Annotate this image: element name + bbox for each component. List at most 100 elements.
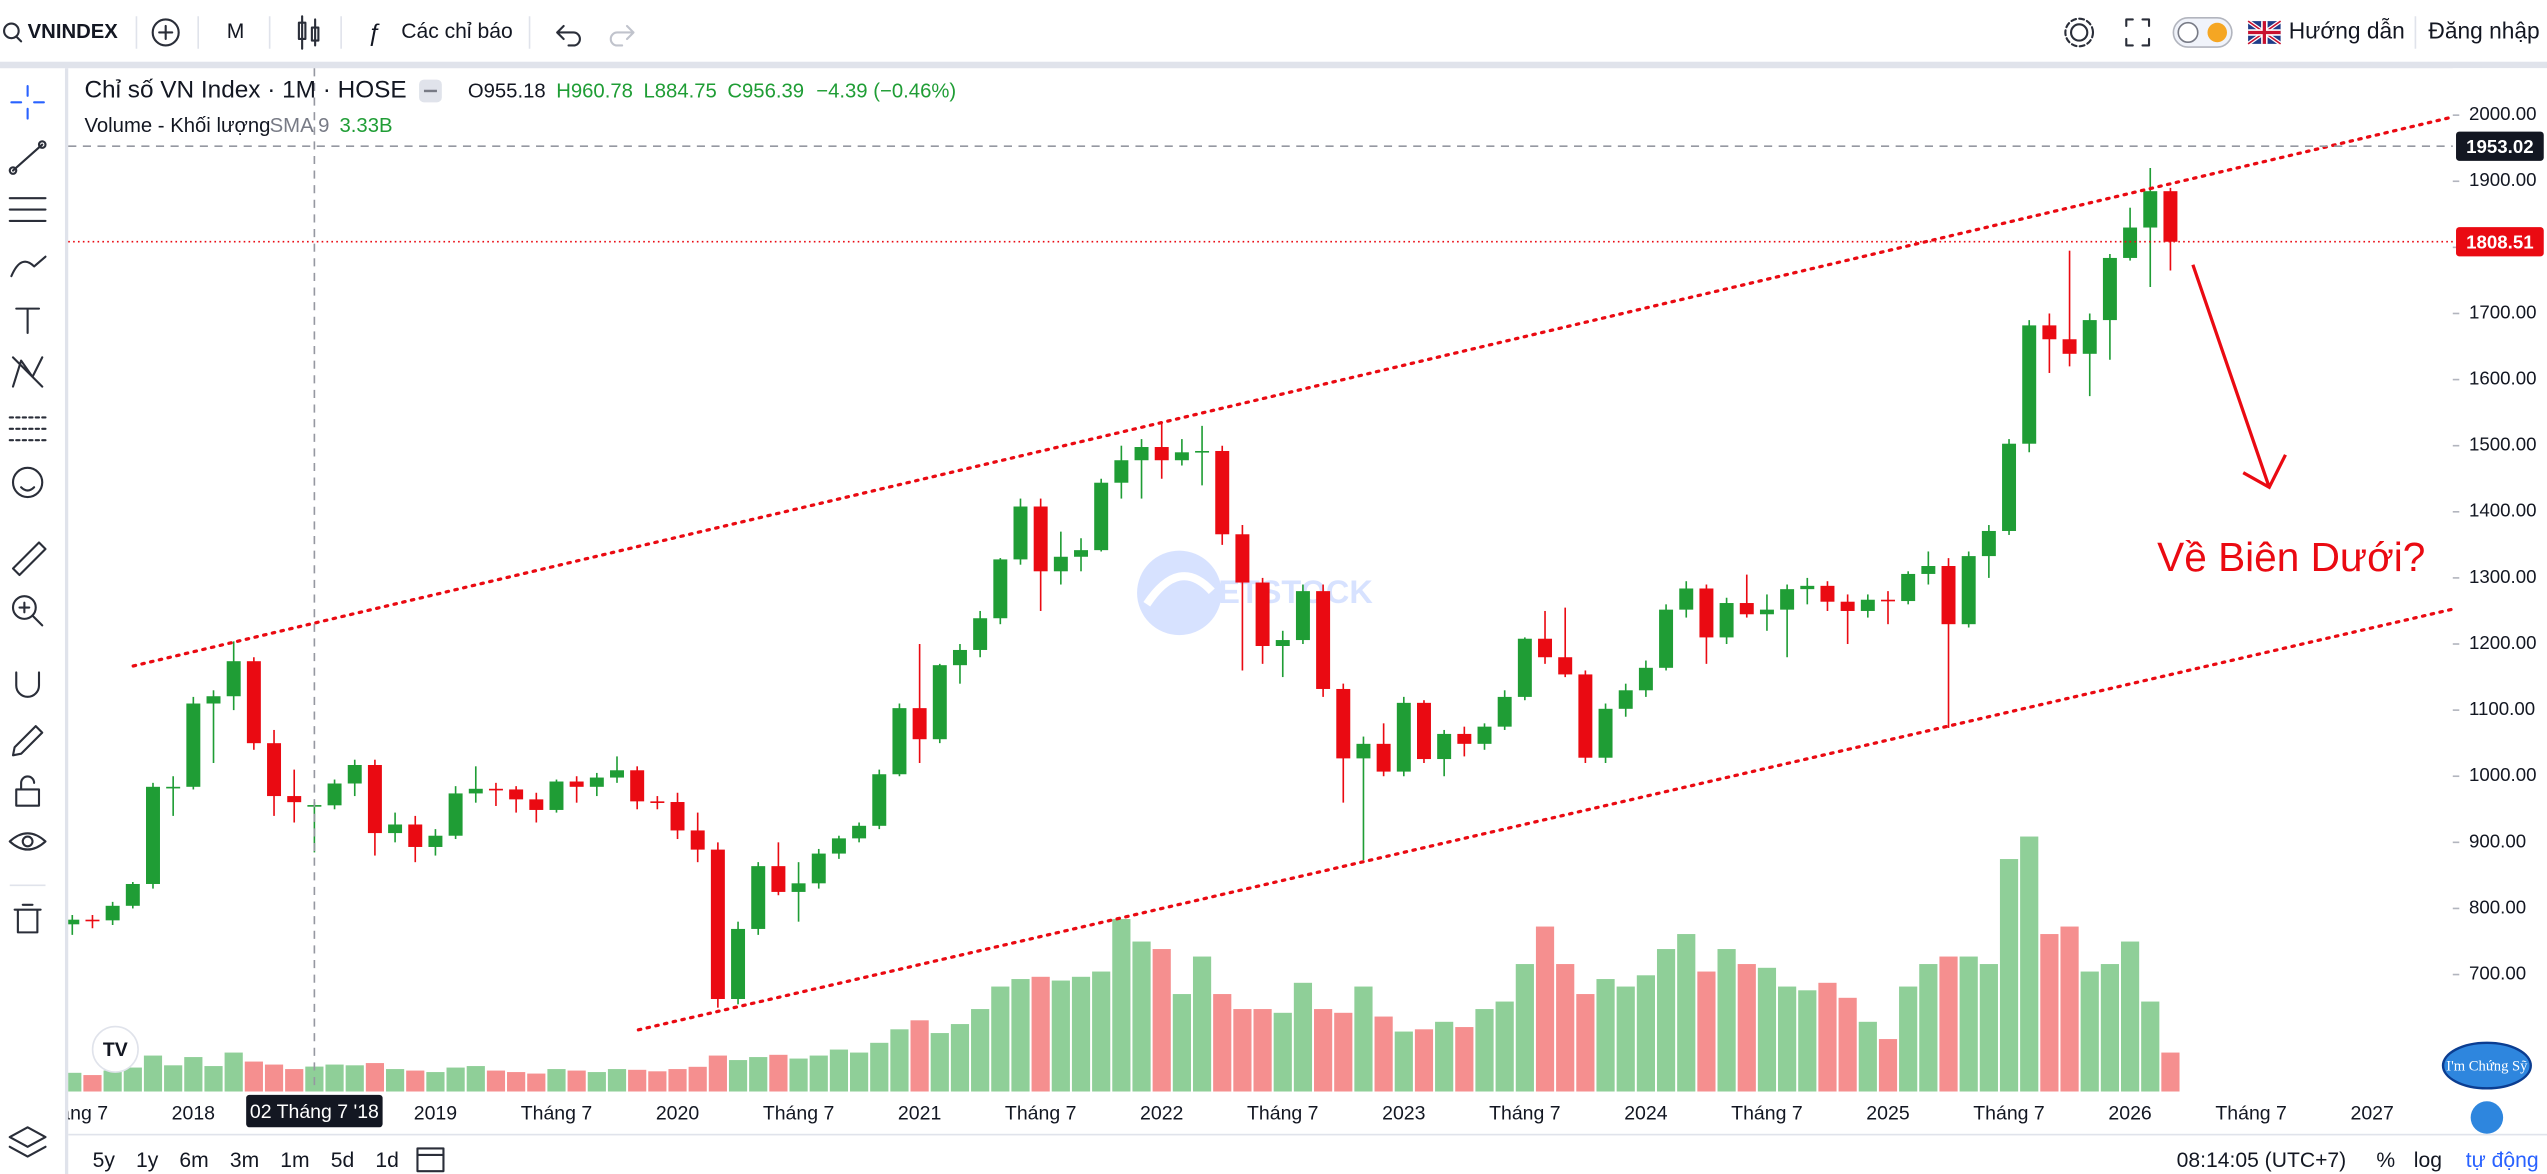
- ruler-tool[interactable]: [11, 541, 47, 577]
- legend-low: L884.75: [643, 81, 716, 103]
- candle-body: [1376, 743, 1391, 772]
- candle-body: [932, 665, 947, 740]
- x-axis: Tháng 7 2018 Tháng 7 2019 Tháng 7 2020 Tháng 7…: [68, 1102, 2394, 1124]
- x-tick-label: 2022: [1140, 1102, 1183, 1124]
- add-symbol[interactable]: [151, 18, 180, 47]
- emoji-tool[interactable]: [11, 466, 44, 499]
- volume-bar: [910, 1020, 929, 1092]
- hide-tool[interactable]: [8, 832, 47, 851]
- range-button[interactable]: 5d: [331, 1149, 354, 1172]
- indicators[interactable]: Các chỉ báo: [401, 20, 512, 43]
- volume-legend-name: Volume - Khối lượng: [84, 115, 270, 137]
- volume-bar: [143, 1055, 163, 1092]
- range-button[interactable]: 5y: [93, 1149, 116, 1172]
- volume-bar: [1697, 971, 1716, 1092]
- range-button[interactable]: 1y: [136, 1149, 159, 1172]
- candle-body: [1457, 733, 1472, 744]
- volume-bar: [1213, 994, 1232, 1092]
- x-tick-label: Tháng 7: [2215, 1102, 2287, 1124]
- y-tick-label: 800.00: [2469, 896, 2526, 917]
- delete-tool[interactable]: [13, 903, 42, 934]
- candle-body: [488, 788, 503, 791]
- volume-bar: [971, 1009, 990, 1092]
- range-button[interactable]: 3m: [230, 1149, 259, 1172]
- volume-bar: [385, 1069, 405, 1092]
- candle-body: [1396, 702, 1411, 772]
- volume-bar: [68, 1072, 82, 1092]
- x-tick-label: Tháng 7: [763, 1102, 834, 1124]
- symbol[interactable]: VNINDEX: [28, 21, 119, 43]
- volume-bar: [769, 1054, 788, 1092]
- volume-bar: [890, 1029, 909, 1092]
- volume-bar: [708, 1055, 727, 1092]
- volume-bar: [1636, 975, 1655, 1092]
- volume-bar: [749, 1057, 768, 1092]
- candle-body: [1759, 609, 1774, 615]
- candle-body: [1275, 640, 1290, 647]
- candle-body: [1416, 702, 1431, 760]
- candle-body: [186, 703, 201, 787]
- fx-icon[interactable]: ƒ: [367, 20, 381, 47]
- prediction-tool[interactable]: [8, 416, 47, 442]
- volume-bar: [1596, 979, 1615, 1092]
- fullscreen[interactable]: [2125, 18, 2151, 47]
- pattern-tool[interactable]: [11, 356, 44, 388]
- guide[interactable]: Hướng dẫn: [2289, 17, 2405, 43]
- volume-bar: [2120, 941, 2140, 1092]
- candle-body: [1195, 450, 1210, 453]
- volume-bar: [1717, 949, 1736, 1092]
- bottom-divider: [68, 1133, 2547, 1136]
- volume-bar: [1959, 956, 1978, 1092]
- volume-bar: [264, 1064, 284, 1092]
- volume-bar: [1011, 979, 1030, 1092]
- layers[interactable]: [8, 1126, 47, 1158]
- auto-toggle[interactable]: tự động: [2466, 1149, 2539, 1172]
- login[interactable]: Đăng nhập: [2428, 17, 2539, 43]
- brush-tool[interactable]: [10, 255, 47, 278]
- log-toggle[interactable]: log: [2414, 1149, 2442, 1172]
- candle-body: [2102, 257, 2117, 321]
- volume-bar: [991, 986, 1010, 1092]
- volume-bar: [547, 1069, 566, 1092]
- crosshair-tool[interactable]: [10, 85, 45, 120]
- volume-bar: [204, 1066, 223, 1092]
- candle-body: [1033, 506, 1048, 572]
- magnet-tool[interactable]: [15, 671, 41, 698]
- volume-bar: [648, 1071, 667, 1092]
- volume-bar: [2141, 1001, 2160, 1092]
- zoom-tool[interactable]: [11, 595, 37, 620]
- fib-tool[interactable]: [8, 197, 47, 222]
- volume-bar: [1475, 1009, 1494, 1092]
- candle-body: [731, 928, 746, 1000]
- trend-line-tool[interactable]: [11, 143, 44, 172]
- candle-body: [2082, 320, 2097, 354]
- range-button[interactable]: 1d: [375, 1149, 398, 1172]
- interval[interactable]: M: [227, 20, 245, 43]
- volume-bar: [83, 1075, 102, 1092]
- left-toolbar: [8, 68, 69, 1174]
- volume-bar: [1132, 941, 1151, 1092]
- candle-body: [872, 774, 887, 826]
- lock-tool[interactable]: [15, 788, 41, 807]
- text-tool[interactable]: [15, 307, 41, 335]
- lower-channel: [636, 607, 2455, 1032]
- date-range[interactable]: [416, 1147, 445, 1173]
- range-button[interactable]: 1m: [280, 1149, 309, 1172]
- undo[interactable]: [556, 24, 581, 47]
- volume-bar: [1798, 990, 1817, 1092]
- volume-bar: [406, 1070, 425, 1092]
- range-button[interactable]: 6m: [179, 1149, 208, 1172]
- y-tick-label: 1400.00: [2469, 500, 2537, 521]
- chart-style[interactable]: [297, 15, 320, 50]
- legend-high: H960.78: [556, 81, 633, 103]
- redo[interactable]: [609, 24, 635, 47]
- x-tick-label: 2027: [2350, 1102, 2393, 1124]
- percent-toggle[interactable]: %: [2376, 1149, 2395, 1172]
- volume-bar: [1556, 964, 1575, 1092]
- candle-body: [68, 919, 80, 925]
- lock-draw-tool[interactable]: [11, 725, 44, 757]
- volume-bar: [365, 1063, 385, 1092]
- settings[interactable]: [2070, 23, 2089, 42]
- volume-bar: [1535, 926, 1555, 1092]
- search-icon[interactable]: [3, 22, 20, 40]
